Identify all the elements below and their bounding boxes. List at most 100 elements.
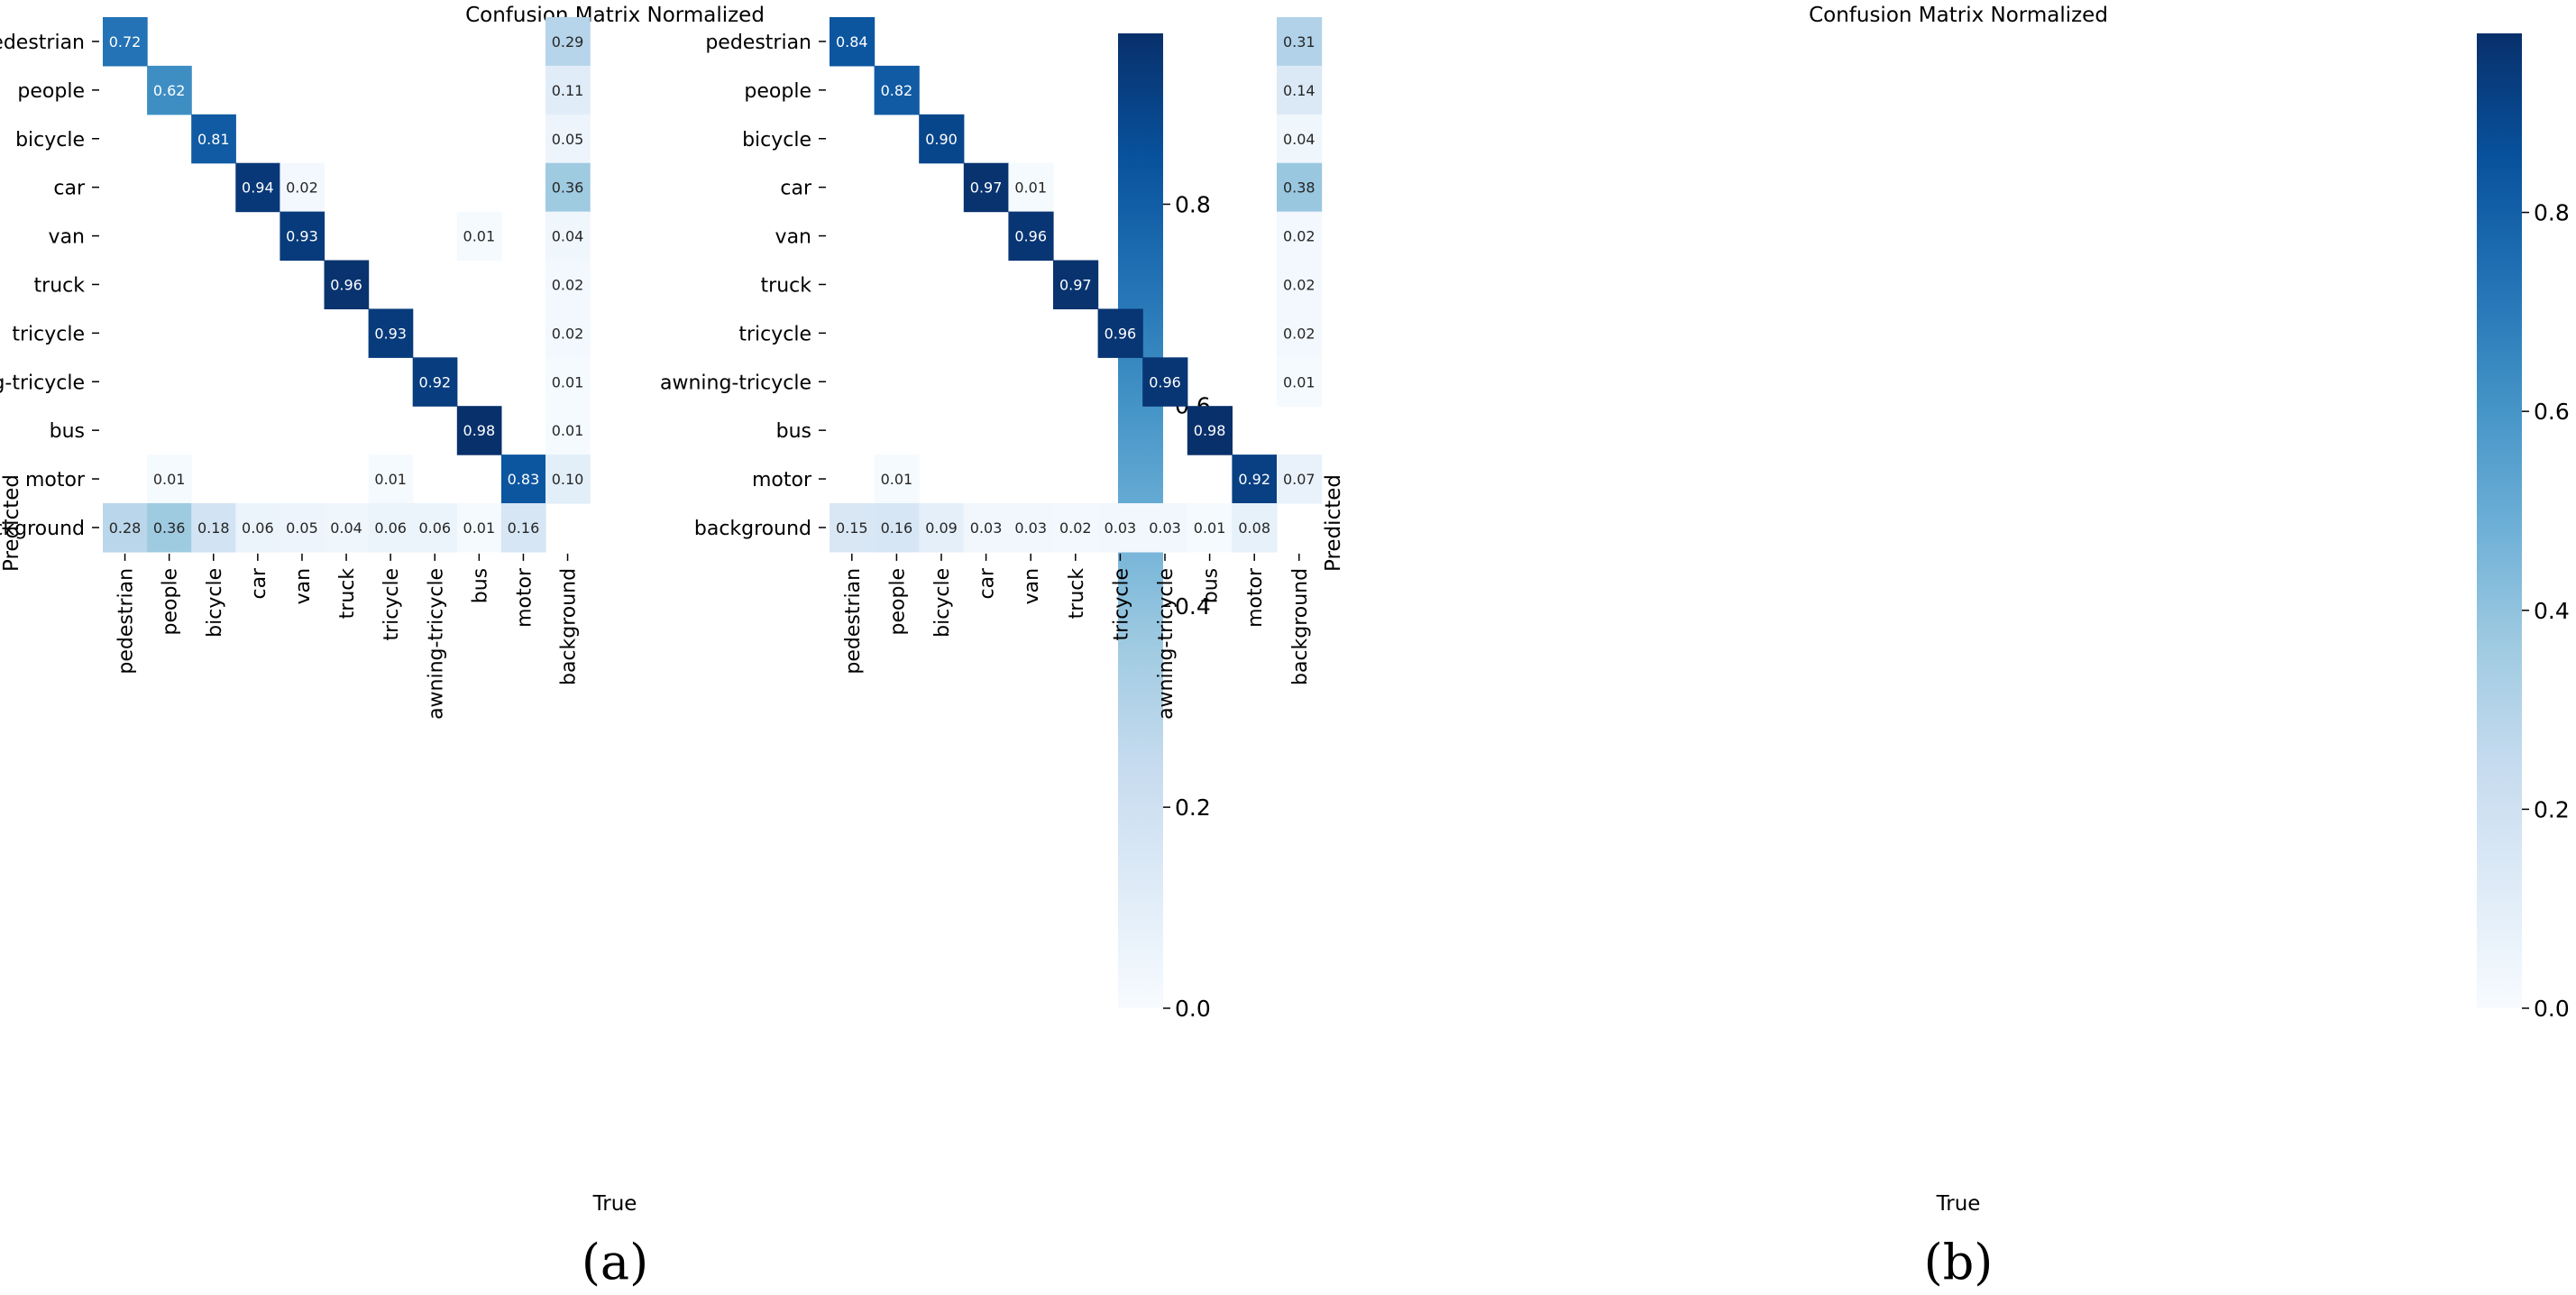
- cell-value-label: 0.36: [153, 519, 186, 537]
- y-tick-label: motor: [752, 469, 812, 491]
- cell-value-label: 0.82: [881, 82, 913, 99]
- cell-value-label: 0.36: [552, 179, 584, 197]
- cell-value-label: 0.07: [1283, 471, 1316, 488]
- heatmap-cell: [280, 162, 325, 213]
- cell-value-label: 0.84: [836, 33, 868, 51]
- heatmap-cell: [1277, 162, 1323, 213]
- cell-value-label: 0.01: [1283, 373, 1316, 390]
- heatmap-cell: [1053, 503, 1099, 553]
- heatmap-grid: 0.84 0.31 0.82 0.14 0.90 0.04 0.97 0.01 0.38 0.96…: [830, 17, 1323, 553]
- cell-value-label: 0.03: [1105, 519, 1137, 537]
- colorbar-tick-label: 0.4: [1175, 593, 1211, 620]
- x-tick-label: truck: [1066, 568, 1088, 620]
- heatmap-cell: [1142, 357, 1188, 407]
- heatmap-cell: [1142, 503, 1188, 553]
- cell-value-label: 0.02: [1283, 228, 1316, 245]
- chart-title: Confusion Matrix Normalized: [465, 4, 765, 27]
- cell-value-label: 0.83: [508, 471, 540, 488]
- cell-value-label: 0.01: [552, 422, 584, 439]
- heatmap-cell: [919, 114, 965, 164]
- cell-value-label: 0.03: [970, 519, 1003, 537]
- heatmap-cell: [456, 406, 502, 455]
- cell-value-label: 0.05: [552, 131, 584, 148]
- x-tick-label: truck: [336, 568, 359, 620]
- heatmap-cell: [368, 308, 414, 358]
- colorbar-tick-label: 0.0: [2534, 996, 2570, 1022]
- y-tick-label: bus: [50, 420, 85, 443]
- cell-value-label: 0.08: [1238, 519, 1270, 537]
- y-tick-label: car: [780, 178, 812, 200]
- y-tick-label: truck: [34, 274, 86, 297]
- y-tick-label: tricycle: [738, 323, 811, 345]
- cell-value-label: 0.72: [109, 33, 142, 51]
- heatmap-cell: [1232, 503, 1278, 553]
- heatmap-cell: [874, 455, 920, 504]
- y-tick-label: truck: [761, 274, 812, 297]
- x-tick-label: awning-tricycle: [425, 568, 447, 720]
- cell-value-label: 0.62: [153, 82, 186, 99]
- cell-value-label: 0.14: [1283, 82, 1316, 99]
- x-tick-label: van: [1021, 568, 1043, 604]
- colorbar-tick-label: 0.2: [2534, 796, 2570, 822]
- cell-value-label: 0.96: [330, 276, 362, 293]
- y-tick-label: bicycle: [742, 129, 811, 152]
- cell-value-label: 0.01: [374, 471, 407, 488]
- x-axis-label: True: [592, 1192, 637, 1216]
- panel-caption: (a): [582, 1234, 648, 1290]
- x-tick-label: tricycle: [380, 568, 403, 641]
- x-tick-label: tricycle: [1110, 568, 1132, 641]
- cell-value-label: 0.94: [242, 179, 274, 197]
- heatmap-cell: [235, 503, 280, 553]
- colorbar-tick-label: 0.4: [2534, 598, 2570, 624]
- heatmap-cell: [368, 455, 414, 504]
- cell-value-label: 0.01: [552, 373, 584, 390]
- heatmap-cell: [874, 503, 920, 553]
- cell-value-label: 0.15: [836, 519, 868, 537]
- cell-value-label: 0.02: [1283, 276, 1316, 293]
- y-tick-label: tricycle: [12, 323, 85, 345]
- heatmap-cell: [456, 503, 502, 553]
- cell-value-label: 0.04: [552, 228, 584, 245]
- x-tick-label: background: [558, 568, 581, 685]
- cell-value-label: 0.97: [970, 179, 1003, 197]
- heatmap-cell: [147, 503, 192, 553]
- cell-value-label: 0.06: [242, 519, 274, 537]
- heatmap-cell: [103, 17, 148, 67]
- y-tick-label: van: [775, 226, 811, 249]
- heatmap-cell: [545, 65, 591, 115]
- heatmap-cell: [1277, 357, 1323, 407]
- heatmap-cell: [235, 162, 280, 213]
- y-tick-label: awning-tricycle: [660, 372, 811, 394]
- y-tick-label: background: [694, 518, 811, 540]
- x-tick-label: bicycle: [204, 568, 226, 638]
- cell-value-label: 0.01: [463, 228, 496, 245]
- y-axis-label: Predicted: [0, 474, 23, 572]
- heatmap-cell: [545, 308, 591, 358]
- heatmap-cell: [324, 260, 370, 309]
- heatmap-cell: [1277, 308, 1323, 358]
- colorbar-tick-label: 0.8: [2534, 200, 2570, 226]
- x-tick-label: awning-tricycle: [1155, 568, 1178, 720]
- x-tick-label: bus: [1200, 568, 1223, 603]
- y-axis-label: Predicted: [1322, 474, 1345, 572]
- cell-value-label: 0.02: [286, 179, 318, 197]
- y-tick-label: car: [53, 178, 86, 200]
- y-tick-label: pedestrian: [705, 32, 811, 54]
- heatmap-cell: [147, 65, 192, 115]
- y-tick-labels: pedestrian people bicycle car van truck tricyc…: [0, 32, 99, 540]
- x-tick-label: motor: [513, 567, 536, 628]
- x-tick-label: car: [976, 567, 999, 600]
- cell-value-label: 0.96: [1105, 325, 1137, 342]
- y-tick-label: motor: [25, 469, 86, 491]
- x-tick-label: pedestrian: [842, 568, 865, 675]
- y-tick-label: people: [17, 80, 85, 103]
- x-tick-label: background: [1289, 568, 1312, 685]
- heatmap-cell: [1277, 260, 1323, 309]
- cell-value-label: 0.02: [552, 325, 584, 342]
- cell-value-label: 0.01: [1014, 179, 1047, 197]
- cell-value-label: 0.09: [925, 519, 958, 537]
- y-tick-label: bicycle: [15, 129, 85, 152]
- heatmap-cell: [1008, 211, 1054, 262]
- heatmap-cell: [963, 503, 1009, 553]
